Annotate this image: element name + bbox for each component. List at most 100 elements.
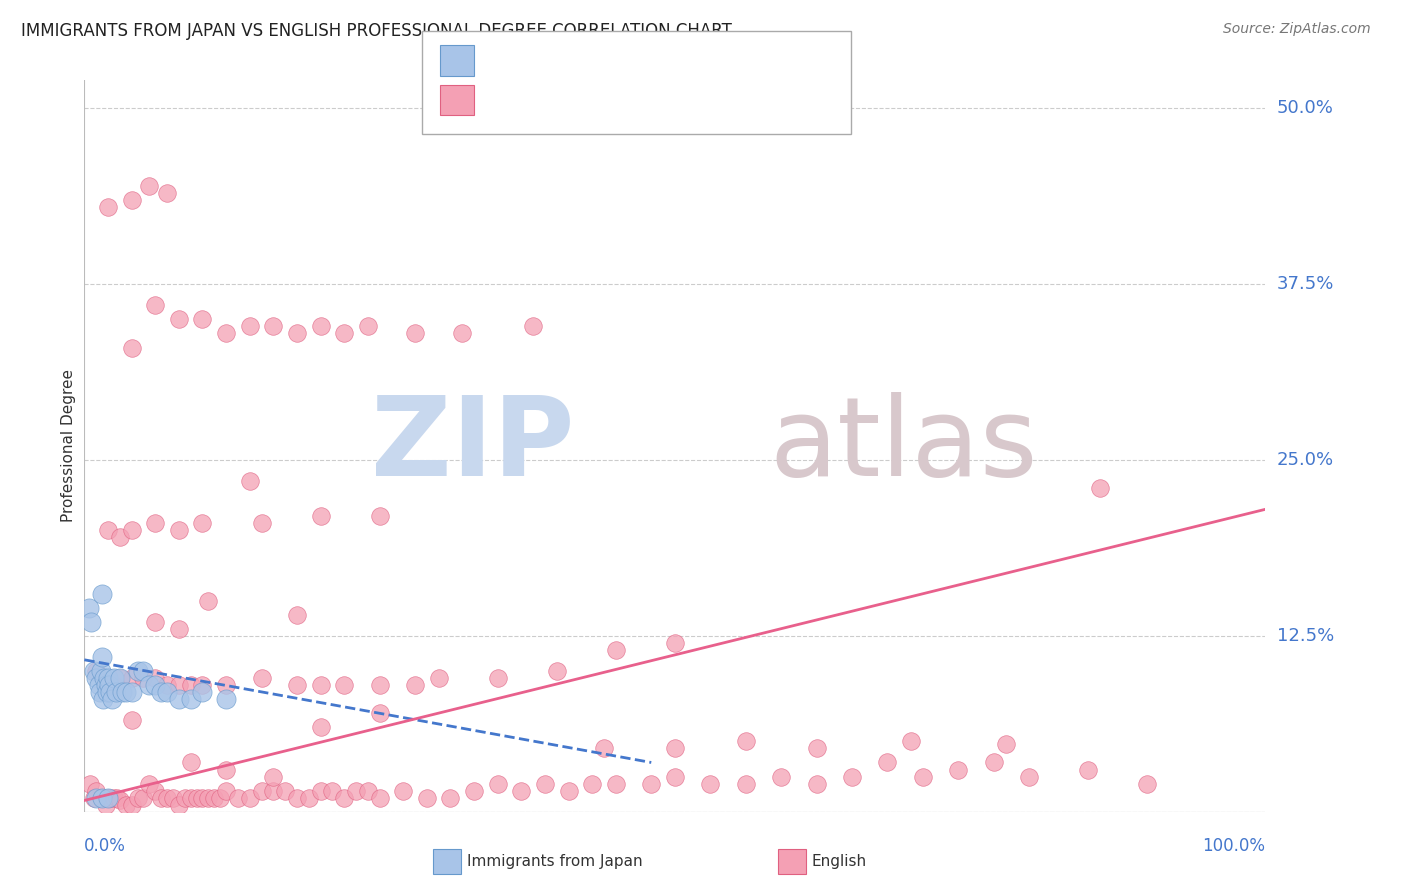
Point: [202, 790, 225, 805]
Point: [91, 587, 114, 601]
Point: [486, 776, 509, 790]
Text: R = -0.214   N=: R = -0.214 N=: [479, 52, 616, 70]
Point: [167, 678, 190, 692]
Point: [83, 664, 105, 678]
Point: [451, 326, 474, 341]
Point: [734, 776, 756, 790]
Point: [84, 671, 107, 685]
Point: [416, 790, 439, 805]
Text: 100.0%: 100.0%: [1202, 837, 1265, 855]
Point: [121, 685, 143, 699]
Point: [173, 790, 195, 805]
Text: English: English: [811, 855, 866, 869]
Point: [91, 790, 114, 805]
Point: [463, 783, 485, 797]
Point: [250, 671, 273, 685]
Point: [162, 790, 184, 805]
Point: [191, 678, 214, 692]
Point: [143, 671, 166, 685]
Point: [664, 741, 686, 756]
Point: [285, 790, 308, 805]
Point: [132, 664, 155, 678]
Point: [197, 593, 219, 607]
Text: 36: 36: [706, 52, 728, 70]
Point: [143, 516, 166, 531]
Point: [239, 319, 262, 334]
Point: [392, 783, 415, 797]
Point: [103, 671, 125, 685]
Point: [215, 692, 238, 706]
Point: [191, 685, 214, 699]
Text: ZIP: ZIP: [371, 392, 575, 500]
Point: [127, 790, 149, 805]
Point: [167, 312, 190, 326]
Point: [84, 664, 107, 678]
Point: [344, 783, 367, 797]
Point: [262, 319, 284, 334]
Point: [100, 692, 122, 706]
Point: [806, 741, 828, 756]
Y-axis label: Professional Degree: Professional Degree: [60, 369, 76, 523]
Point: [285, 326, 308, 341]
Point: [333, 790, 356, 805]
Point: [167, 692, 190, 706]
Point: [427, 671, 450, 685]
Point: [150, 685, 173, 699]
Point: [180, 756, 202, 770]
Point: [156, 186, 179, 200]
Point: [806, 776, 828, 790]
Point: [226, 790, 249, 805]
Point: [84, 790, 107, 805]
Point: [103, 790, 125, 805]
Point: [404, 326, 426, 341]
Point: [262, 783, 284, 797]
Point: [239, 790, 262, 805]
Point: [80, 615, 103, 629]
Point: [94, 678, 117, 692]
Point: [197, 790, 219, 805]
Text: 12.5%: 12.5%: [1277, 627, 1334, 645]
Point: [108, 530, 131, 544]
Point: [250, 516, 273, 531]
Point: [138, 178, 160, 193]
Point: [309, 319, 332, 334]
Point: [900, 734, 922, 748]
Point: [121, 193, 143, 207]
Point: [121, 671, 143, 685]
Point: [948, 763, 970, 777]
Text: Immigrants from Japan: Immigrants from Japan: [467, 855, 643, 869]
Point: [333, 678, 356, 692]
Point: [770, 770, 793, 784]
Point: [734, 734, 756, 748]
Point: [605, 643, 627, 657]
Point: [404, 678, 426, 692]
Point: [77, 600, 100, 615]
Point: [486, 671, 509, 685]
Point: [97, 524, 120, 538]
Point: [97, 790, 120, 805]
Point: [368, 509, 391, 524]
Point: [262, 770, 284, 784]
Point: [699, 776, 721, 790]
Point: [1136, 776, 1159, 790]
Point: [239, 474, 262, 488]
Point: [91, 790, 114, 805]
Point: [285, 607, 308, 622]
Point: [309, 783, 332, 797]
Text: R =  0.455   N=: R = 0.455 N=: [479, 91, 616, 109]
Text: 139: 139: [706, 91, 741, 109]
Point: [983, 756, 1005, 770]
Point: [90, 664, 112, 678]
Point: [664, 770, 686, 784]
Point: [114, 797, 136, 812]
Point: [180, 692, 202, 706]
Point: [111, 685, 134, 699]
Text: Source: ZipAtlas.com: Source: ZipAtlas.com: [1223, 22, 1371, 37]
Point: [191, 790, 214, 805]
Point: [581, 776, 603, 790]
Point: [605, 776, 627, 790]
Point: [1018, 770, 1040, 784]
Point: [150, 790, 173, 805]
Point: [93, 671, 115, 685]
Point: [114, 685, 136, 699]
